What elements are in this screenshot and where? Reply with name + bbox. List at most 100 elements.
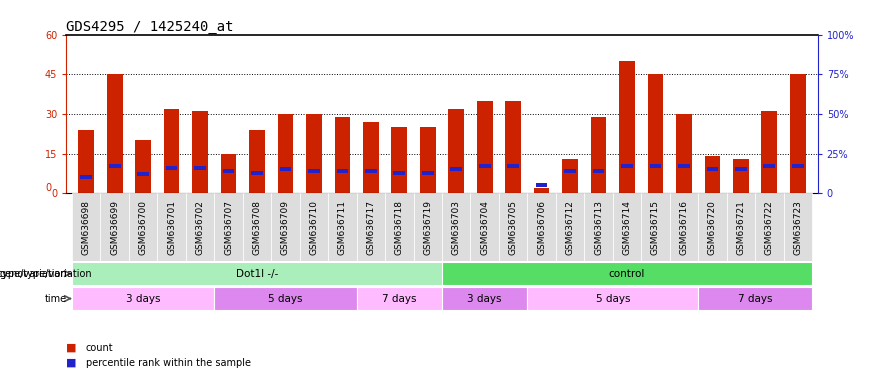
Text: GSM636710: GSM636710 bbox=[309, 200, 318, 255]
Bar bbox=[72, 287, 214, 310]
Text: GSM636707: GSM636707 bbox=[224, 200, 233, 255]
Bar bbox=[80, 175, 92, 179]
Text: 7 days: 7 days bbox=[382, 294, 416, 304]
Bar bbox=[592, 169, 605, 173]
Bar bbox=[783, 193, 812, 261]
Text: GSM636706: GSM636706 bbox=[537, 200, 546, 255]
Bar bbox=[698, 287, 812, 310]
Bar bbox=[562, 159, 578, 193]
Bar bbox=[761, 111, 777, 193]
Bar bbox=[442, 287, 528, 310]
Bar bbox=[670, 193, 698, 261]
Bar bbox=[705, 156, 720, 193]
Bar bbox=[706, 167, 719, 171]
Text: GSM636712: GSM636712 bbox=[566, 200, 575, 255]
Text: percentile rank within the sample: percentile rank within the sample bbox=[86, 358, 251, 368]
Bar bbox=[251, 170, 263, 175]
Text: control: control bbox=[609, 269, 645, 279]
Text: GSM636718: GSM636718 bbox=[395, 200, 404, 255]
Text: GSM636705: GSM636705 bbox=[508, 200, 518, 255]
Bar bbox=[308, 169, 320, 173]
Bar bbox=[584, 193, 613, 261]
Bar bbox=[328, 193, 356, 261]
Text: time: time bbox=[45, 294, 67, 304]
Bar bbox=[648, 74, 663, 193]
Bar bbox=[755, 193, 783, 261]
Text: Dot1l -/-: Dot1l -/- bbox=[236, 269, 278, 279]
Bar bbox=[337, 169, 348, 173]
Bar bbox=[564, 169, 576, 173]
Bar bbox=[641, 193, 670, 261]
Bar bbox=[442, 193, 470, 261]
Bar bbox=[507, 164, 519, 168]
Bar bbox=[678, 164, 690, 168]
Text: GDS4295 / 1425240_at: GDS4295 / 1425240_at bbox=[66, 20, 233, 33]
Bar bbox=[186, 193, 214, 261]
Bar bbox=[135, 140, 151, 193]
Text: GSM636720: GSM636720 bbox=[708, 200, 717, 255]
Bar bbox=[479, 164, 491, 168]
Bar bbox=[165, 166, 178, 170]
Bar bbox=[356, 193, 385, 261]
Bar bbox=[528, 287, 698, 310]
Bar bbox=[214, 287, 356, 310]
Bar bbox=[109, 164, 120, 168]
Text: GSM636722: GSM636722 bbox=[765, 200, 774, 255]
Bar bbox=[698, 193, 727, 261]
Text: genotype/variation: genotype/variation bbox=[0, 269, 67, 279]
Text: 7 days: 7 days bbox=[738, 294, 773, 304]
Bar bbox=[249, 130, 265, 193]
Text: GSM636715: GSM636715 bbox=[651, 200, 660, 255]
Bar bbox=[764, 164, 775, 168]
Bar bbox=[536, 183, 547, 187]
Text: GSM636723: GSM636723 bbox=[793, 200, 803, 255]
Bar bbox=[619, 61, 635, 193]
Bar bbox=[422, 170, 434, 175]
Bar bbox=[393, 170, 405, 175]
Bar bbox=[107, 74, 123, 193]
Bar bbox=[613, 193, 641, 261]
Bar bbox=[733, 159, 749, 193]
Bar bbox=[101, 193, 129, 261]
Bar bbox=[271, 193, 300, 261]
Bar bbox=[72, 193, 101, 261]
Bar bbox=[450, 167, 462, 171]
Bar bbox=[414, 193, 442, 261]
Text: GSM636708: GSM636708 bbox=[253, 200, 262, 255]
Text: ■: ■ bbox=[66, 358, 77, 368]
Text: GSM636709: GSM636709 bbox=[281, 200, 290, 255]
Bar bbox=[420, 127, 436, 193]
Text: ■: ■ bbox=[66, 343, 77, 353]
Text: GSM636721: GSM636721 bbox=[736, 200, 745, 255]
Bar bbox=[243, 193, 271, 261]
Bar bbox=[499, 193, 528, 261]
Bar bbox=[79, 130, 94, 193]
Bar bbox=[365, 169, 377, 173]
Bar bbox=[476, 101, 492, 193]
Bar bbox=[385, 193, 414, 261]
Bar bbox=[194, 166, 206, 170]
Bar bbox=[735, 167, 747, 171]
Bar bbox=[621, 164, 633, 168]
Bar bbox=[392, 127, 408, 193]
Bar bbox=[727, 193, 755, 261]
Bar bbox=[506, 101, 521, 193]
Bar bbox=[279, 167, 292, 171]
Text: GSM636711: GSM636711 bbox=[338, 200, 347, 255]
Bar bbox=[221, 154, 236, 193]
Text: GSM636698: GSM636698 bbox=[81, 200, 91, 255]
Bar bbox=[137, 172, 149, 176]
Bar bbox=[534, 188, 550, 193]
Bar bbox=[363, 122, 378, 193]
Bar bbox=[442, 262, 812, 285]
Bar bbox=[470, 193, 499, 261]
Bar bbox=[528, 193, 556, 261]
Bar bbox=[676, 114, 692, 193]
Text: 5 days: 5 days bbox=[596, 294, 630, 304]
Text: 3 days: 3 days bbox=[468, 294, 502, 304]
Text: GSM636699: GSM636699 bbox=[110, 200, 119, 255]
Text: 5 days: 5 days bbox=[268, 294, 302, 304]
Text: GSM636716: GSM636716 bbox=[680, 200, 689, 255]
Text: GSM636702: GSM636702 bbox=[195, 200, 204, 255]
Bar bbox=[356, 287, 442, 310]
